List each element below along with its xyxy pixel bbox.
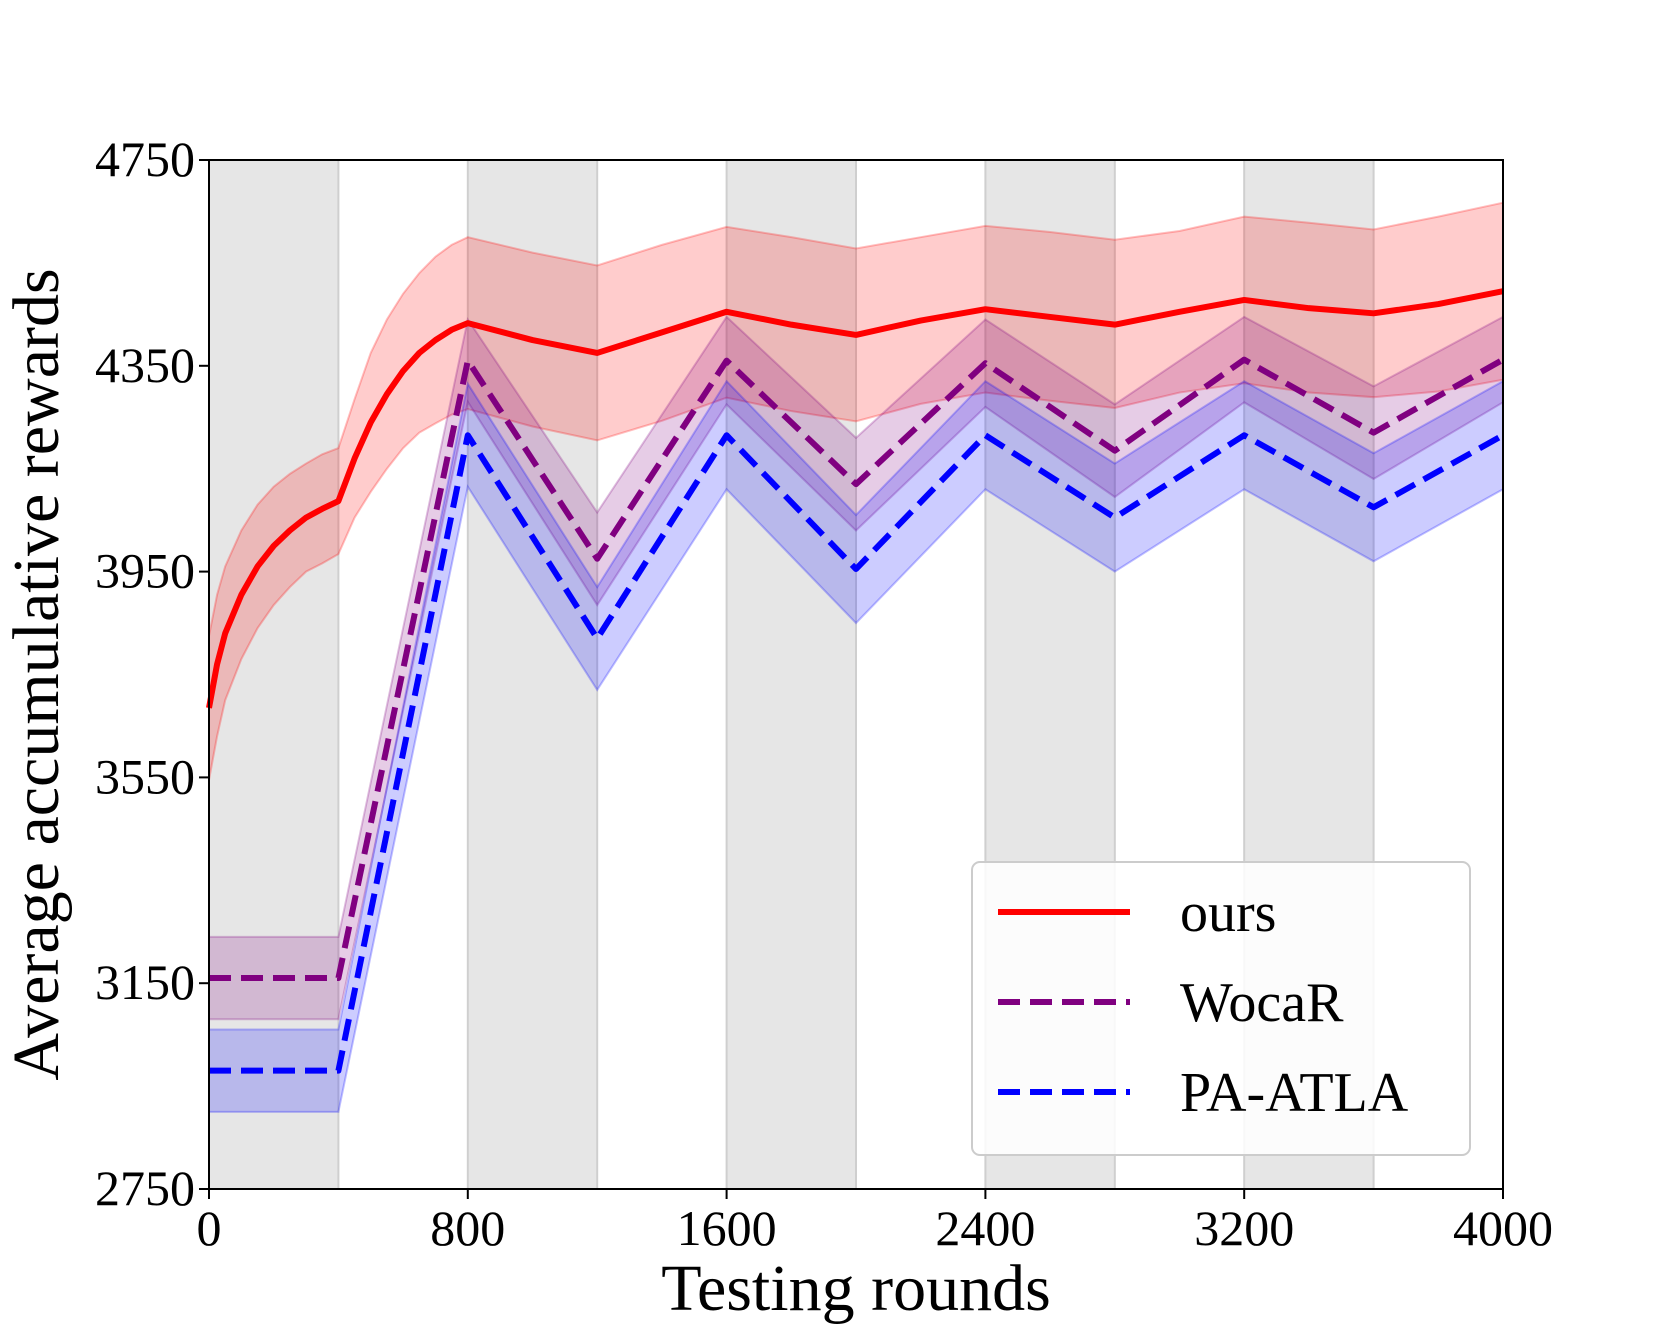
x-tick-label: 2400 (935, 1200, 1035, 1256)
line-wocar (209, 356, 1505, 982)
axis-ticks: 0 800 1600 2400 3200 4000 2750 3150 3550 3950 4350… (95, 131, 1553, 1256)
series-lines (206, 288, 1505, 1074)
legend-label: WocaR (1180, 972, 1344, 1034)
legend-item-ours: ours (998, 882, 1276, 944)
line-pa-atla (209, 432, 1505, 1074)
x-tick-label: 4000 (1453, 1200, 1553, 1256)
legend-item-pa-atla: PA-ATLA (998, 1062, 1409, 1124)
y-tick-label: 2750 (95, 1160, 195, 1216)
y-axis-label: Average accumulative rewards (0, 268, 73, 1080)
x-tick-label: 1600 (677, 1200, 777, 1256)
x-axis-label: Testing rounds (661, 1252, 1051, 1325)
legend-item-wocar: WocaR (998, 972, 1344, 1034)
legend-label: ours (1180, 882, 1276, 944)
x-tick-label: 800 (430, 1200, 505, 1256)
plot-frame (208, 159, 1504, 1190)
x-tick-label: 3200 (1194, 1200, 1294, 1256)
legend-label: PA-ATLA (1180, 1062, 1409, 1124)
y-tick-label: 3950 (95, 543, 195, 599)
line-ours (206, 288, 1504, 709)
y-tick-label: 3150 (95, 954, 195, 1010)
y-tick-label: 4750 (95, 131, 195, 187)
legend-box (971, 861, 1471, 1156)
x-tick-label: 0 (197, 1200, 222, 1256)
legend: ours WocaR PA-ATLA (971, 861, 1471, 1156)
shaded-region-1 (208, 159, 340, 1190)
y-tick-label: 3550 (95, 748, 195, 804)
y-tick-label: 4350 (95, 337, 195, 393)
